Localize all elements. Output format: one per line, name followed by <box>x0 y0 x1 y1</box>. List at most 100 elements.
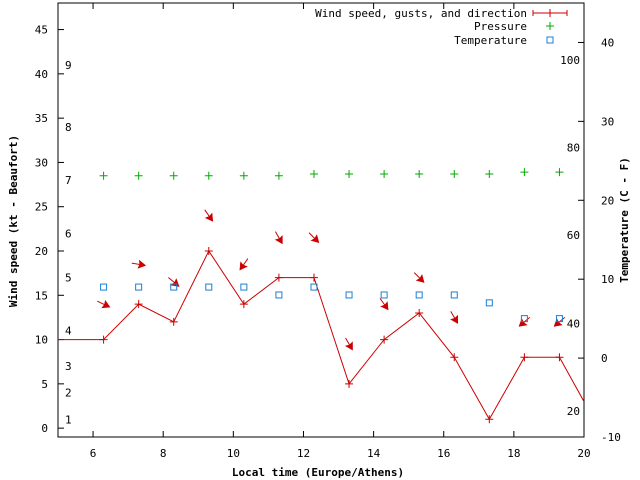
wind-speed-point <box>380 335 389 344</box>
wind-arrow-head <box>415 274 425 283</box>
pressure-point <box>485 169 494 178</box>
wind-direction-arrow <box>168 277 180 287</box>
fahrenheit-label: 20 <box>567 405 580 418</box>
temperature-point <box>555 315 563 323</box>
beaufort-label: 3 <box>65 360 72 373</box>
x-tick-label: 20 <box>577 447 590 460</box>
y-tick-label: 25 <box>35 201 48 214</box>
legend-line-caps <box>532 10 568 16</box>
x-tick-label: 12 <box>297 447 310 460</box>
x-tick-label: 10 <box>227 447 240 460</box>
legend: Wind speed, gusts, and directionPressure… <box>315 7 568 47</box>
pressure-point <box>520 168 529 177</box>
wind-arrow-head <box>101 299 111 309</box>
wind-speed-point <box>450 353 459 362</box>
temperature-point <box>275 291 283 299</box>
x-tick-label: 8 <box>160 447 167 460</box>
y-tick-label: 40 <box>35 68 48 81</box>
wind-arrow-head <box>239 261 248 271</box>
wind-speed-line <box>58 249 584 421</box>
legend-marker <box>546 9 554 17</box>
y-tick-label: 5 <box>41 378 48 391</box>
wind-speed-point <box>204 247 213 255</box>
legend-label: Temperature <box>454 34 527 47</box>
y2-axis-label: Temperature (C - F) <box>618 157 631 283</box>
pressure-point <box>309 169 318 178</box>
y2-tick-label: -10 <box>601 431 621 444</box>
y-tick-label: 20 <box>35 245 48 258</box>
beaufort-label: 5 <box>65 272 72 285</box>
y2-tick-label: 40 <box>601 36 614 49</box>
temperature-point <box>100 283 108 291</box>
y-tick-label: 0 <box>41 422 48 435</box>
x-tick-label: 14 <box>367 447 381 460</box>
legend-marker <box>546 22 554 30</box>
pressure-point <box>274 171 283 180</box>
temperature-point <box>380 291 388 299</box>
pressure-point <box>380 169 389 178</box>
fahrenheit-label: 40 <box>567 317 580 330</box>
y-tick-label: 10 <box>35 334 48 347</box>
wind-direction-arrow <box>450 311 459 324</box>
wind-speed-point <box>239 300 248 309</box>
y2-tick-label: 30 <box>601 115 614 128</box>
temperature-point <box>345 291 353 299</box>
y-tick-label: 45 <box>35 24 48 37</box>
x-tick-label: 16 <box>437 447 450 460</box>
wind-direction-arrow <box>553 316 566 327</box>
pressure-point <box>345 169 354 178</box>
y2-tick-label: 10 <box>601 273 614 286</box>
beaufort-label: 8 <box>65 121 72 134</box>
x-tick-label: 6 <box>90 447 97 460</box>
temperature-point <box>170 283 178 291</box>
pressure-point <box>169 171 178 180</box>
plot-frame <box>57 2 585 438</box>
wind-speed-point <box>309 273 318 282</box>
temperature-point <box>520 315 528 323</box>
y2-tick-label: 20 <box>601 194 614 207</box>
wind-speed-point <box>274 273 283 282</box>
y-axis-label: Wind speed (kt - Beaufort) <box>7 135 20 307</box>
wind-direction-arrow <box>97 299 111 309</box>
y2-tick-label: 0 <box>601 352 608 365</box>
legend-label: Pressure <box>474 20 527 33</box>
wind-direction-arrow <box>518 316 531 327</box>
temperature-point <box>485 299 493 307</box>
wind-arrow-head <box>380 301 389 311</box>
pressure-point <box>99 171 108 180</box>
wind-arrow-head <box>274 235 283 245</box>
wind-arrow-head <box>137 259 147 269</box>
wind-direction-arrow <box>204 209 214 222</box>
wind-direction-arrow <box>131 259 147 269</box>
pressure-point <box>555 168 564 177</box>
wind-speed-point <box>485 415 494 424</box>
temperature-point <box>205 283 213 291</box>
temperature-point <box>240 283 248 291</box>
wind-direction-arrow <box>274 231 283 245</box>
wind-speed-point <box>169 317 178 326</box>
wind-direction-arrow <box>413 272 425 283</box>
wind-speed-point <box>520 353 529 362</box>
x-axis-label: Local time (Europe/Athens) <box>232 466 404 479</box>
wind-direction-arrow <box>344 337 353 351</box>
wind-direction-arrow <box>379 298 389 311</box>
fahrenheit-label: 80 <box>567 141 580 154</box>
beaufort-label: 9 <box>65 59 72 72</box>
pressure-point <box>450 169 459 178</box>
temperature-point <box>135 283 143 291</box>
wind-arrow-head <box>518 318 528 327</box>
beaufort-label: 2 <box>65 387 72 400</box>
wind-arrow-head <box>310 234 320 244</box>
pressure-point <box>239 171 248 180</box>
fahrenheit-label: 60 <box>567 229 580 242</box>
wind-speed-point <box>415 309 424 317</box>
wind-direction-arrow <box>308 232 320 244</box>
fahrenheit-label: 100 <box>560 54 580 67</box>
wind-speed-point <box>134 300 143 309</box>
legend-marker <box>546 36 554 44</box>
pressure-point <box>134 171 143 180</box>
temperature-point <box>415 291 423 299</box>
wind-arrow-head <box>450 314 459 324</box>
pressure-point <box>204 171 213 180</box>
